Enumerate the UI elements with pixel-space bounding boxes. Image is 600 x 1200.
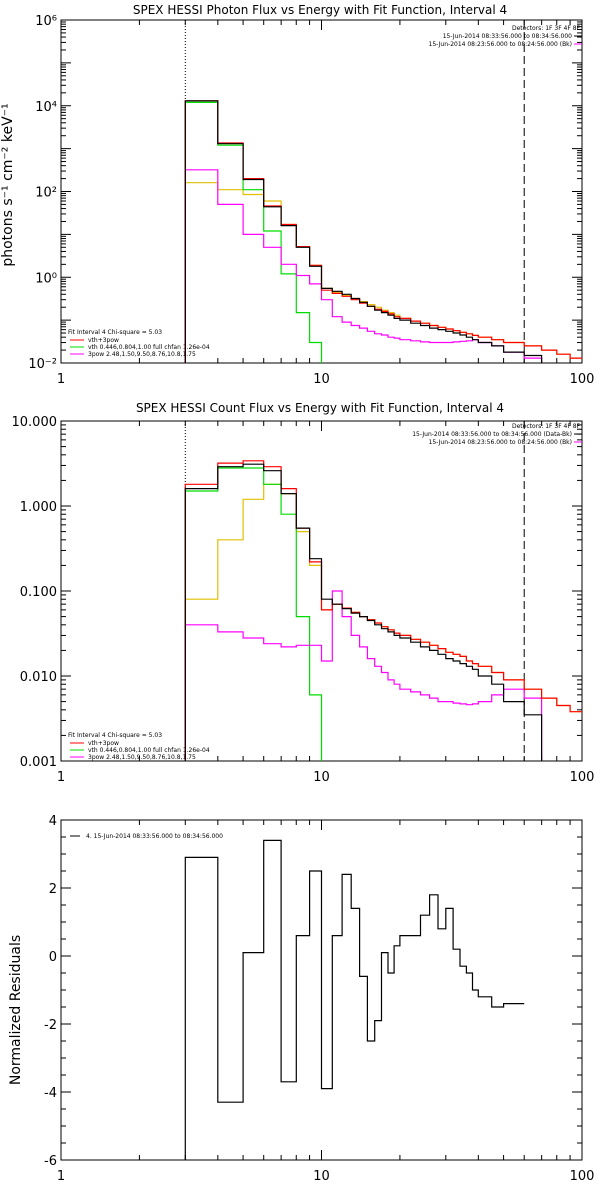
x-tick-label: 10	[313, 1169, 330, 1184]
y-tick-label: 0	[49, 950, 57, 965]
y-tick-label: 10⁻²	[28, 357, 57, 372]
y-tick-label: 0.100	[20, 585, 57, 600]
photon-flux-panel: SPEX HESSI Photon Flux vs Energy with Fi…	[0, 3, 594, 387]
y-tick-label: -4	[44, 1086, 57, 1101]
residuals-ylabel: Normalized Residuals	[8, 935, 24, 1085]
x-tick-label: 1	[57, 1169, 65, 1184]
count-fit-interval-text: Fit Interval 4 Chi-square = 5.03	[68, 732, 162, 739]
y-tick-label: 0.001	[20, 755, 57, 770]
count-time1-text: 15-Jun-2014 08:33:56.000 to 08:34:56.000…	[412, 431, 572, 438]
x-tick-label: 10	[313, 770, 330, 785]
y-tick-label: 2	[49, 882, 57, 897]
y-tick-label: 10⁴	[35, 100, 57, 115]
count-detectors-text: Detectors: 1F 3F 4F 8F	[512, 423, 581, 430]
photon-time2-text: 15-Jun-2014 08:23:56.000 to 08:24:56.000…	[429, 41, 572, 48]
series-model-trace	[184, 100, 582, 363]
y-tick-label: -6	[44, 1154, 57, 1169]
count-fit-item-0: vth+3pow	[88, 740, 119, 747]
series-data-trace	[184, 839, 525, 1160]
count-fit-item-2: 3pow 2.48,1.50,9.50,8.76,10.8,1.75	[88, 754, 196, 761]
y-tick-label: 0.010	[20, 670, 57, 685]
x-tick-label: 100	[570, 770, 595, 785]
series-vth-trace	[184, 467, 323, 761]
y-tick-label: 1.000	[20, 500, 57, 515]
count-time2-text: 15-Jun-2014 08:23:56.000 to 08:24:56.000…	[429, 439, 572, 446]
series-bk-trace	[184, 182, 582, 363]
photon-time1-text: 15-Jun-2014 08:33:56.000 to 08:34:56.000	[443, 33, 572, 40]
series-data-trace	[184, 100, 543, 363]
photon-flux-title: SPEX HESSI Photon Flux vs Energy with Fi…	[133, 3, 507, 17]
photon-detectors-text: Detectors: 1F 3F 4F 8F	[512, 25, 581, 32]
x-tick-label: 100	[570, 372, 595, 387]
x-tick-label: 10	[313, 372, 330, 387]
residuals-panel: Normalized Residuals 4. 15-Jun-2014 08:3…	[8, 814, 594, 1184]
series-vth-trace	[184, 101, 323, 363]
x-tick-label: 1	[57, 770, 65, 785]
series-pow-trace	[184, 590, 543, 761]
y-tick-label: 10⁶	[35, 14, 57, 29]
y-tick-label: 10²	[35, 186, 57, 201]
plot-frame	[60, 19, 583, 364]
y-tick-label: -2	[44, 1018, 57, 1033]
count-flux-title: SPEX HESSI Count Flux vs Energy with Fit…	[136, 401, 504, 415]
count-flux-panel: SPEX HESSI Count Flux vs Energy with Fit…	[12, 401, 595, 785]
series-model-trace	[184, 460, 582, 761]
y-tick-label: 10.000	[12, 415, 58, 430]
x-tick-label: 1	[57, 372, 65, 387]
series-bk-trace	[184, 483, 582, 761]
photon-flux-ylabel: photons s⁻¹ cm⁻² keV⁻¹	[0, 103, 16, 266]
residuals-legend-label: 4. 15-Jun-2014 08:33:56.000 to 08:34:56.…	[86, 833, 223, 840]
photon-fit-item-1: vth 0.446,0.804,1.00 full chfan 1.26e-04	[88, 344, 210, 351]
photon-fit-item-0: vth+3pow	[88, 337, 119, 344]
count-fit-item-1: vth 0.446,0.804,1.00 full chfan 1.26e-04	[88, 747, 210, 754]
photon-fit-interval-text: Fit Interval 4 Chi-square = 5.03	[68, 329, 162, 336]
photon-fit-item-2: 3pow 2.48,1.50,9.50,8.76,10.8,1.75	[88, 351, 196, 358]
y-tick-label: 10⁰	[35, 271, 57, 286]
x-tick-label: 100	[570, 1169, 595, 1184]
series-pow-trace	[184, 169, 543, 363]
series-data-trace	[184, 463, 543, 761]
y-tick-label: 4	[49, 814, 57, 829]
